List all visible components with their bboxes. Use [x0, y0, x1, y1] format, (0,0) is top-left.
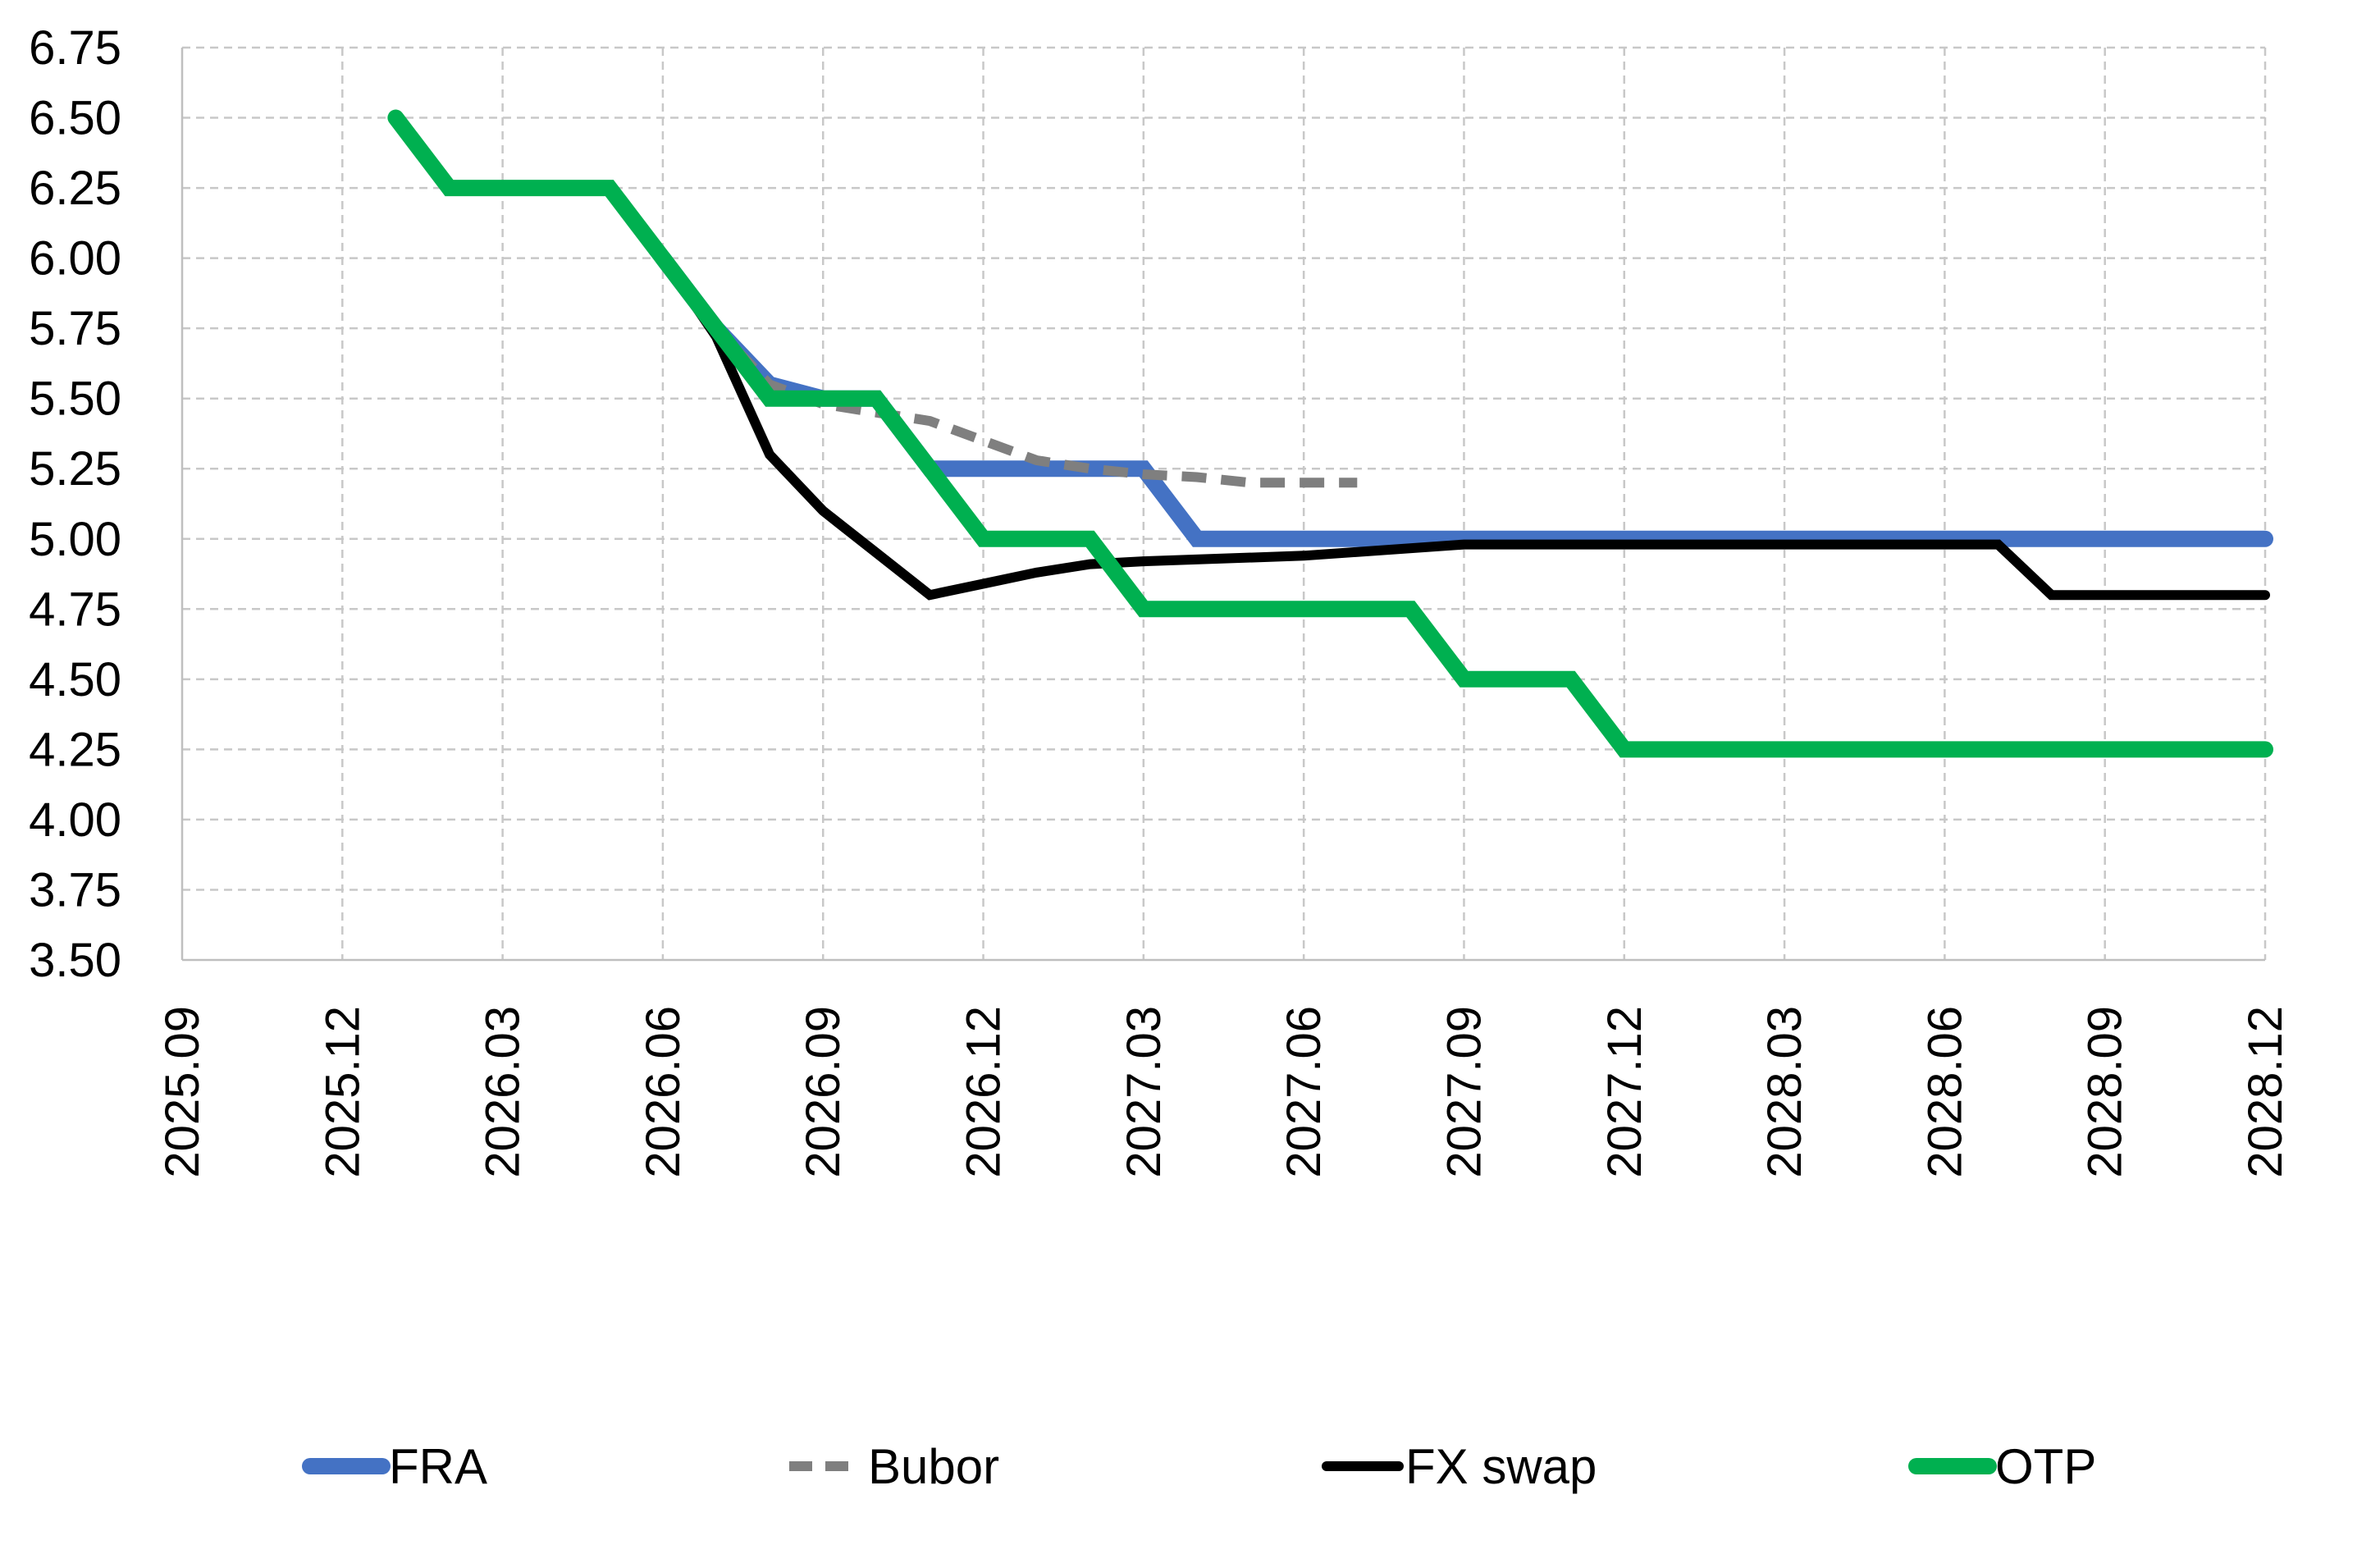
x-tick-label: 2027.09: [1437, 1006, 1491, 1178]
legend-label: OTP: [1995, 1439, 2096, 1494]
x-tick-label: 2028.09: [2079, 1006, 2132, 1178]
y-tick-label: 3.75: [29, 863, 121, 916]
x-tick-label: 2026.12: [957, 1006, 1011, 1178]
y-tick-label: 5.75: [29, 302, 121, 355]
legend-label: Bubor: [868, 1439, 999, 1494]
x-tick-label: 2025.09: [156, 1006, 209, 1178]
y-tick-label: 6.00: [29, 232, 121, 286]
legend-label: FX swap: [1405, 1439, 1597, 1494]
legend-label: FRA: [389, 1439, 487, 1494]
x-tick-label: 2027.03: [1117, 1006, 1171, 1178]
y-tick-label: 4.00: [29, 793, 121, 847]
x-axis: 2025.09 2025.12 2026.03 2026.06 2026.09 2026.…: [156, 958, 2292, 1178]
x-tick-label: 2025.12: [316, 1006, 369, 1178]
y-tick-label: 5.50: [29, 373, 121, 426]
legend: FRA Bubor FX swap OTP: [302, 1439, 2096, 1494]
y-tick-label: 4.50: [29, 653, 121, 706]
series-line-otp: [387, 109, 2273, 758]
series-line-fx-swap: [657, 253, 2270, 601]
x-tick-label: 2026.03: [477, 1006, 530, 1178]
x-tick-label: 2027.06: [1277, 1006, 1331, 1178]
series-line-bubor: [659, 254, 1358, 488]
x-tick-label: 2027.12: [1598, 1006, 1651, 1178]
y-tick-label: 3.50: [29, 934, 121, 987]
y-tick-label: 5.25: [29, 442, 121, 496]
y-tick-label: 6.75: [29, 21, 121, 75]
y-axis: 3.50 3.75 4.00 4.25 4.50 4.75 5.00 5.25 5.50 5.75…: [29, 21, 184, 987]
y-tick-label: 6.50: [29, 92, 121, 145]
y-tick-label: 4.75: [29, 583, 121, 636]
x-tick-label: 2026.09: [797, 1006, 850, 1178]
x-tick-label: 2028.06: [1918, 1006, 1971, 1178]
y-tick-label: 4.25: [29, 723, 121, 776]
series-layer: [387, 109, 2273, 758]
y-tick-label: 5.00: [29, 513, 121, 566]
y-tick-label: 6.25: [29, 162, 121, 215]
x-tick-label: 2028.03: [1758, 1006, 1811, 1178]
x-tick-label: 2026.06: [637, 1006, 690, 1178]
x-tick-label: 2028.12: [2239, 1006, 2292, 1178]
